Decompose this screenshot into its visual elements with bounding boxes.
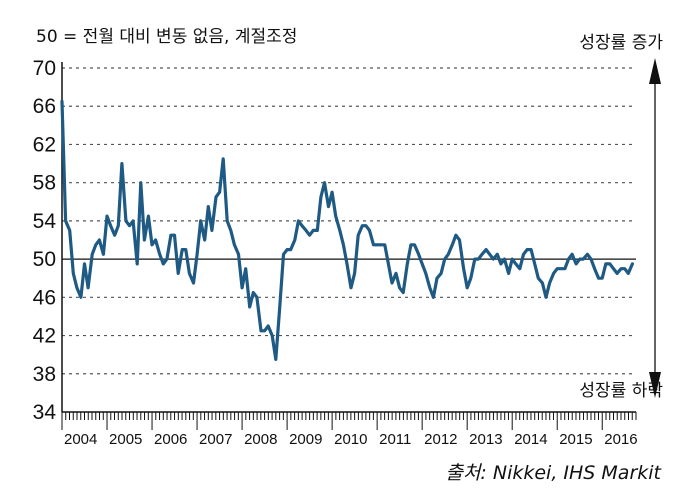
y-tick-label: 66: [33, 95, 56, 118]
direction-arrows: [649, 58, 661, 398]
series-line-0: [60, 99, 634, 361]
y-tick-label: 54: [33, 210, 57, 233]
y-tick-label: 58: [33, 172, 56, 195]
x-tick-label: 2010: [334, 431, 367, 448]
y-tick-label: 46: [33, 286, 56, 309]
x-tick-label: 2011: [379, 431, 411, 448]
x-tick-label: 2009: [289, 431, 322, 448]
y-tick-label: 42: [33, 325, 56, 348]
axes: [61, 62, 637, 430]
x-tick-label: 2008: [244, 431, 277, 448]
series-layer: [60, 99, 634, 361]
y-tick-label: 62: [33, 133, 56, 156]
up-arrow-icon: [649, 58, 661, 84]
x-tick-label: 2006: [154, 431, 187, 448]
x-tick-label: 2005: [109, 431, 142, 448]
x-tick-label: 2004: [64, 431, 97, 448]
x-tick-label: 2014: [514, 431, 547, 448]
growth-increase-label: 성장률 증가: [579, 33, 663, 53]
x-tick-label: 2013: [469, 431, 502, 448]
x-tick-label: 2012: [424, 431, 457, 448]
down-arrow-icon: [649, 372, 661, 398]
x-tick-labels: 2004 2005 2006 2007 2008 2009 2010 2011 2012 2013…: [64, 431, 638, 448]
source-note: 출처: Nikkei, IHS Markit: [445, 462, 661, 484]
x-tick-label: 2007: [199, 431, 232, 448]
gridlines: [62, 67, 636, 375]
y-tick-label: 50: [33, 248, 56, 271]
y-tick-labels: 34 38 42 46 50 54 58 62 66 70: [33, 57, 57, 424]
chart-note: 50 = 전월 대비 변동 없음, 계절조정: [36, 27, 298, 47]
x-tick-label: 2015: [559, 431, 592, 448]
y-tick-label: 38: [33, 363, 56, 386]
y-tick-label: 70: [33, 57, 56, 80]
growth-decrease-label: 성장률 하락: [579, 381, 663, 401]
y-tick-label: 34: [33, 401, 57, 424]
x-tick-label: 2016: [604, 431, 637, 448]
